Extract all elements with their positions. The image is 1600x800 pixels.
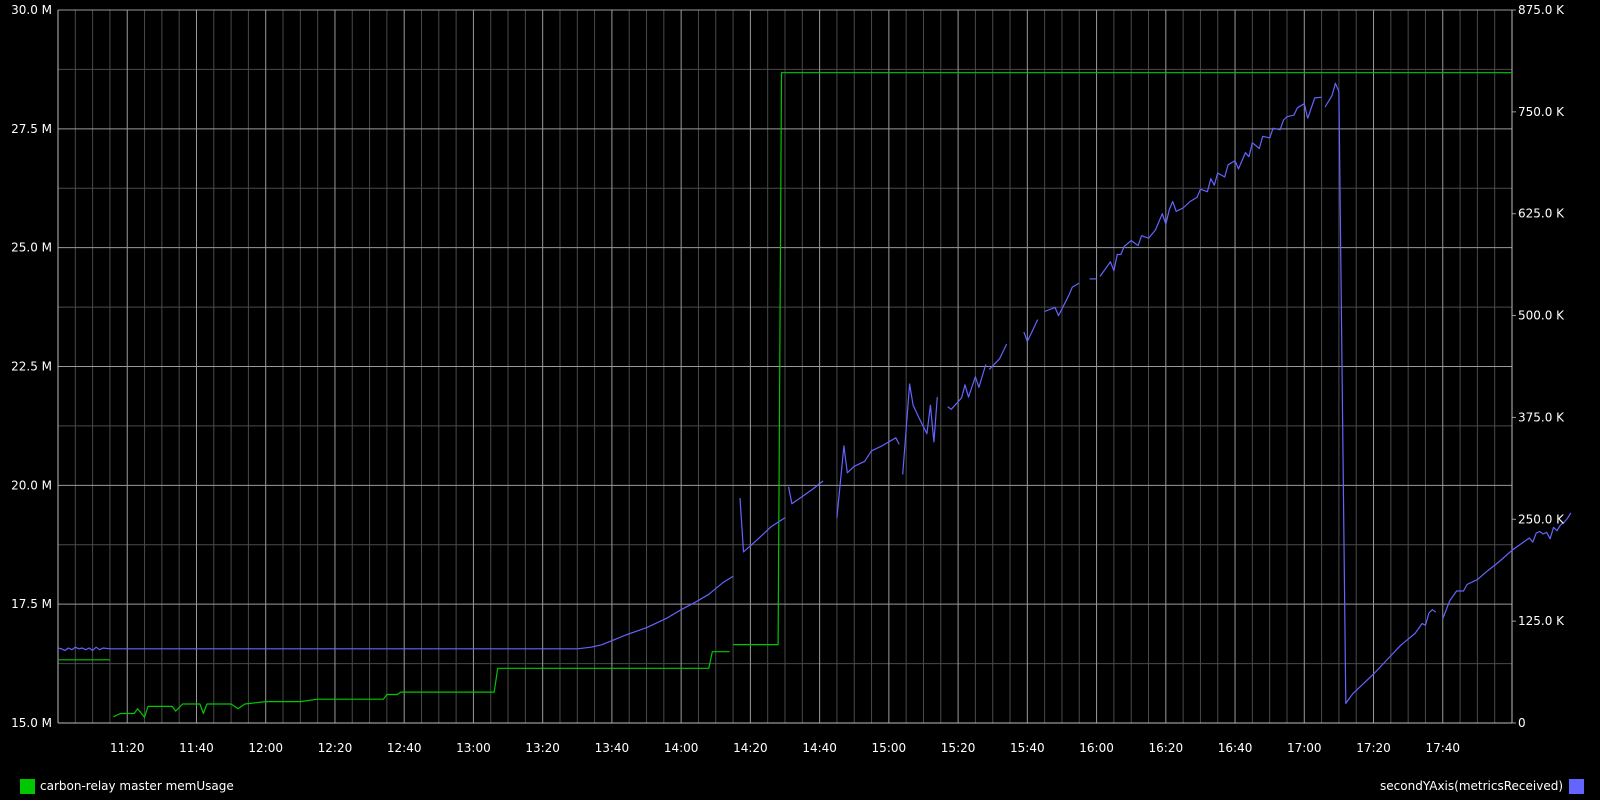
major-grid: [57, 9, 1516, 724]
y-left-tick-label: 25.0 M: [11, 241, 52, 255]
x-tick-label: 17:00: [1287, 741, 1322, 755]
x-tick-label: 14:40: [802, 741, 837, 755]
series-line-segment: [902, 383, 938, 475]
x-tick-label: 14:20: [733, 741, 768, 755]
y-left-tick-label: 15.0 M: [11, 716, 52, 730]
y-right-tick-label: 500.0 K: [1518, 309, 1565, 323]
x-tick-label: 11:20: [110, 741, 145, 755]
x-tick-label: 13:00: [456, 741, 491, 755]
y-left-tick-label: 17.5 M: [11, 597, 52, 611]
series-line-segment: [836, 437, 900, 518]
y-left-tick-label: 20.0 M: [11, 478, 52, 492]
legend-label-memusage: carbon-relay master memUsage: [40, 779, 234, 793]
series-metrics-received: [57, 82, 1572, 705]
x-tick-label: 12:40: [387, 741, 422, 755]
series-line-segment: [1023, 319, 1039, 343]
x-tick-label: 16:40: [1218, 741, 1253, 755]
y-left-tick-label: 27.5 M: [11, 122, 52, 136]
y-right-tick-label: 875.0 K: [1518, 3, 1565, 17]
series-line-segment: [988, 343, 1008, 370]
series-line-segment: [1307, 96, 1322, 119]
axis-labels: 11:20 11:40 12:00 12:20 12:40 13:00 13:20 13:40…: [11, 3, 1565, 755]
series-line-segment: [113, 651, 730, 718]
legend-left: carbon-relay master memUsage: [20, 778, 234, 794]
x-tick-label: 13:20: [525, 741, 560, 755]
series-mem-usage: [58, 72, 1512, 718]
x-tick-label: 14:00: [664, 741, 699, 755]
x-tick-label: 12:20: [318, 741, 353, 755]
x-tick-label: 12:00: [248, 741, 283, 755]
series-line-segment: [787, 480, 824, 505]
series-line-segment: [1099, 103, 1309, 277]
series-line-segment: [1324, 82, 1437, 705]
legend-right: secondYAxis(metricsReceived): [1380, 778, 1584, 794]
x-tick-label: 15:20: [941, 741, 976, 755]
series-line-segment: [947, 364, 987, 410]
x-tick-label: 16:20: [1149, 741, 1184, 755]
x-tick-label: 17:20: [1356, 741, 1391, 755]
y-right-tick-label: 375.0 K: [1518, 410, 1565, 424]
series-line-segment: [739, 498, 786, 553]
y-right-tick-label: 625.0 K: [1518, 207, 1565, 221]
series-line-segment: [57, 646, 578, 652]
x-tick-label: 11:40: [179, 741, 214, 755]
y-right-tick-label: 750.0 K: [1518, 105, 1565, 119]
series-layer: [57, 72, 1572, 718]
series-line-segment: [1044, 282, 1080, 317]
x-tick-label: 15:40: [1010, 741, 1045, 755]
legend-swatch-memusage: [20, 778, 35, 794]
series-line-segment: [733, 72, 1512, 646]
y-right-tick-label: 125.0 K: [1518, 614, 1565, 628]
legend-swatch-metricsreceived: [1569, 778, 1584, 794]
y-left-tick-label: 22.5 M: [11, 360, 52, 374]
y-left-tick-label: 30.0 M: [11, 3, 52, 17]
x-tick-label: 13:40: [595, 741, 630, 755]
series-line-segment: [1442, 512, 1572, 619]
x-tick-label: 17:40: [1425, 741, 1460, 755]
series-line-segment: [577, 575, 734, 650]
x-tick-label: 15:00: [872, 741, 907, 755]
x-tick-label: 16:00: [1079, 741, 1114, 755]
y-right-tick-label: 250.0 K: [1518, 512, 1565, 526]
legend-label-metricsreceived: secondYAxis(metricsReceived): [1380, 779, 1563, 793]
y-right-tick-label: 0: [1518, 716, 1526, 730]
